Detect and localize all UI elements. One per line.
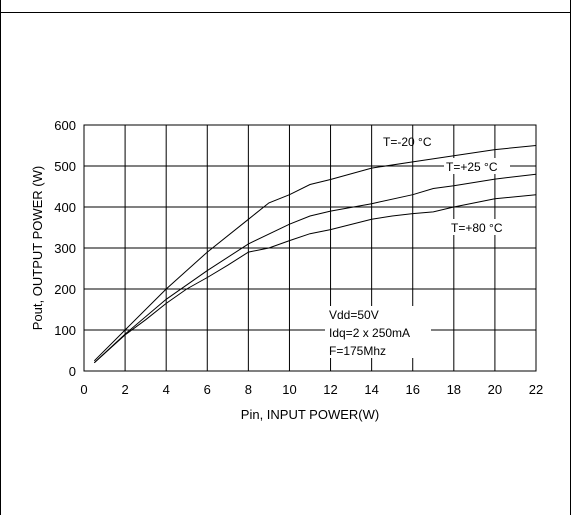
x-tick-label: 0 (80, 382, 87, 397)
chart-series (93, 145, 537, 364)
x-tick-label: 6 (204, 382, 211, 397)
series-line-0 (93, 145, 537, 362)
x-tick-label: 18 (447, 382, 461, 397)
x-tick-label: 14 (364, 382, 378, 397)
series-line-1 (93, 173, 537, 364)
curve-label-plus80: T=+80 °C (451, 221, 503, 235)
y-tick-label: 500 (54, 159, 76, 174)
condition-vdd: Vdd=50V (329, 308, 379, 322)
x-tick-label: 22 (529, 382, 543, 397)
y-tick-label: 400 (54, 200, 76, 215)
curve-label-plus25: T=+25 °C (446, 160, 498, 174)
x-tick-label: 12 (323, 382, 337, 397)
y-tick-label: 100 (54, 323, 76, 338)
series-line-2 (93, 194, 537, 364)
plot-area (83, 124, 537, 372)
curve-label-minus20: T=-20 °C (383, 135, 432, 149)
y-tick-label: 300 (54, 241, 76, 256)
condition-frequency: F=175Mhz (329, 344, 386, 358)
x-tick-label: 8 (245, 382, 252, 397)
curve-label-80-background (449, 219, 517, 235)
y-tick-label: 600 (54, 118, 76, 133)
x-axis-tick-labels: 0 2 4 6 8 10 12 14 16 18 20 22 (80, 382, 543, 397)
conditions-box (325, 306, 431, 358)
figure-header-strip (1, 0, 571, 13)
x-axis-label: Pin, INPUT POWER(W) (241, 407, 379, 422)
curve-label-25-background (444, 158, 510, 174)
y-tick-label: 200 (54, 282, 76, 297)
y-tick-label: 0 (69, 364, 76, 379)
x-tick-label: 20 (488, 382, 502, 397)
x-tick-label: 16 (405, 382, 419, 397)
condition-idq: Idq=2 x 250mA (329, 326, 410, 340)
y-axis-label: Pout, OUTPUT POWER (W) (30, 166, 45, 330)
x-tick-label: 10 (282, 382, 296, 397)
x-tick-label: 4 (163, 382, 170, 397)
y-axis-tick-labels: 0 100 200 300 400 500 600 (54, 118, 76, 379)
x-tick-label: 2 (121, 382, 128, 397)
